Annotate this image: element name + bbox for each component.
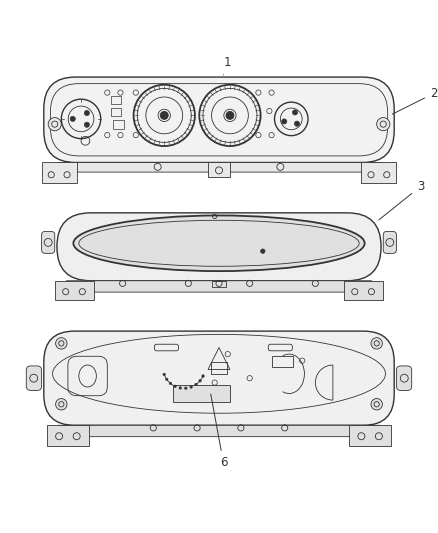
Text: 6: 6 <box>211 394 227 469</box>
Bar <box>111 108 121 116</box>
Circle shape <box>70 116 75 122</box>
Circle shape <box>84 110 89 116</box>
Circle shape <box>48 118 61 131</box>
FancyBboxPatch shape <box>57 163 381 172</box>
Bar <box>212 281 226 287</box>
Circle shape <box>190 386 192 389</box>
FancyBboxPatch shape <box>26 366 42 391</box>
Text: 1: 1 <box>223 56 232 75</box>
FancyBboxPatch shape <box>396 366 412 391</box>
Circle shape <box>261 249 265 253</box>
Circle shape <box>195 383 198 386</box>
Circle shape <box>169 382 172 385</box>
Bar <box>55 281 94 301</box>
Bar <box>113 120 124 128</box>
FancyBboxPatch shape <box>57 213 381 281</box>
FancyBboxPatch shape <box>383 231 396 253</box>
Text: 3: 3 <box>379 180 424 220</box>
Circle shape <box>199 379 201 382</box>
Circle shape <box>371 399 382 410</box>
Circle shape <box>84 122 89 127</box>
Circle shape <box>294 121 300 126</box>
Circle shape <box>160 111 168 119</box>
Bar <box>173 385 230 402</box>
Circle shape <box>282 119 287 124</box>
FancyBboxPatch shape <box>44 331 394 425</box>
Circle shape <box>226 111 234 119</box>
Bar <box>272 356 293 367</box>
Bar <box>208 163 230 177</box>
Bar <box>211 361 227 374</box>
Circle shape <box>371 338 382 349</box>
Ellipse shape <box>73 215 364 271</box>
Bar <box>42 163 77 183</box>
Bar <box>111 96 121 104</box>
Circle shape <box>166 378 168 381</box>
Circle shape <box>179 386 182 389</box>
Bar <box>47 425 89 446</box>
Circle shape <box>56 399 67 410</box>
Circle shape <box>184 387 187 390</box>
FancyBboxPatch shape <box>42 231 55 253</box>
Text: 2: 2 <box>392 87 438 114</box>
Bar <box>344 281 383 301</box>
Circle shape <box>163 373 166 376</box>
Circle shape <box>174 385 177 387</box>
FancyBboxPatch shape <box>44 77 394 163</box>
Circle shape <box>56 338 67 349</box>
Bar <box>361 163 396 183</box>
FancyBboxPatch shape <box>66 281 372 292</box>
Circle shape <box>293 110 298 115</box>
Circle shape <box>377 118 390 131</box>
FancyBboxPatch shape <box>57 425 381 437</box>
Bar <box>349 425 391 446</box>
Circle shape <box>202 375 205 377</box>
